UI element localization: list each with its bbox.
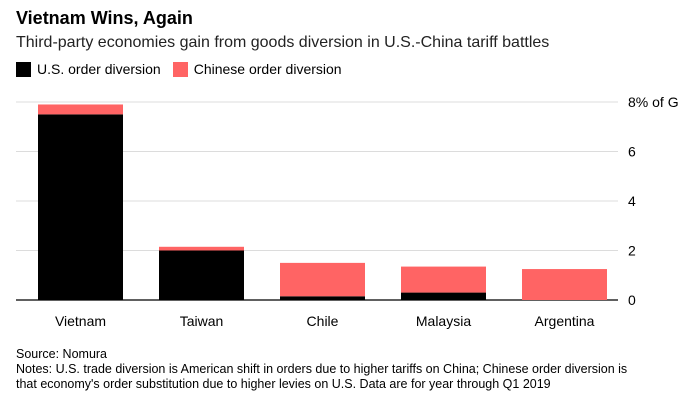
y-tick-label: 0 [628, 292, 636, 308]
bar-vietnam-us [38, 114, 123, 300]
x-tick-label-malaysia: Malaysia [416, 313, 471, 329]
y-tick-label: 6 [628, 144, 636, 160]
y-tick-label: 8% of GDP [628, 94, 679, 110]
bar-malaysia-china [401, 266, 486, 293]
chart-subtitle: Third-party economies gain from goods di… [16, 34, 550, 51]
bar-chart: 0 2 4 6 8% of GDP Vietnam Taiwan Chile Malaysia A… [16, 94, 679, 329]
x-tick-label-vietnam: Vietnam [55, 313, 106, 329]
bar-vietnam-china [38, 104, 123, 115]
bar-malaysia-us [401, 292, 486, 300]
x-tick-label-argentina: Argentina [535, 313, 595, 329]
legend-swatch-us [16, 61, 31, 77]
bar-argentina-china [522, 269, 607, 300]
legend-swatch-china [172, 61, 188, 77]
x-tick-label-chile: Chile [307, 313, 339, 329]
y-tick-label: 2 [628, 243, 636, 259]
chart-footer: Source: Nomura Notes: U.S. trade diversi… [16, 347, 636, 392]
bar-chile-china [280, 262, 365, 297]
source-note: Source: Nomura [16, 347, 108, 361]
x-tick-label-taiwan: Taiwan [180, 313, 224, 329]
legend: U.S. order diversion Chinese order diver… [16, 61, 354, 77]
notes-text: Notes: U.S. trade diversion is American … [16, 362, 628, 391]
bar-chile-us [280, 296, 365, 300]
legend-item-china: Chinese order diversion [172, 61, 342, 77]
legend-item-us: U.S. order diversion [16, 61, 161, 77]
chart-title: Vietnam Wins, Again [16, 8, 193, 28]
legend-label-us: U.S. order diversion [37, 61, 161, 77]
bar-taiwan-us [159, 250, 244, 300]
legend-label-china: Chinese order diversion [193, 61, 342, 77]
y-tick-label: 4 [628, 193, 636, 209]
bar-taiwan-china [159, 246, 244, 251]
